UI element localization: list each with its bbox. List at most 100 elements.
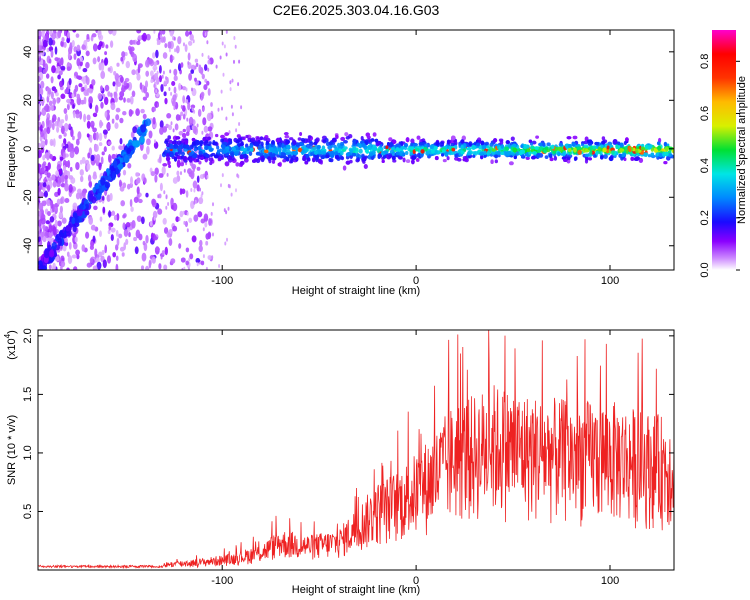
noise-speck: [86, 133, 90, 138]
noise-speck: [49, 153, 53, 160]
noise-speck: [42, 39, 48, 48]
noise-speck: [83, 113, 87, 123]
band-speck: [630, 156, 635, 161]
band-speck: [259, 136, 264, 141]
noise-speck: [207, 126, 213, 132]
noise-speck: [178, 130, 184, 136]
band-speck: [634, 157, 639, 161]
band-speck: [584, 153, 590, 158]
noise-speck: [64, 182, 69, 192]
band-speck: [542, 142, 546, 147]
noise-speck: [172, 202, 178, 212]
band-speck: [173, 156, 178, 162]
noise-speck: [180, 104, 183, 109]
ramp-speck: [111, 172, 117, 179]
noise-speck: [92, 57, 97, 65]
x-tick-label: 100: [601, 575, 619, 587]
noise-speck: [169, 54, 174, 63]
noise-speck: [42, 224, 46, 231]
noise-speck: [167, 41, 172, 49]
noise-speck: [51, 65, 56, 74]
noise-speck: [178, 217, 181, 222]
band-speck: [504, 146, 509, 150]
noise-speck: [153, 68, 156, 73]
noise-speck: [46, 199, 51, 207]
band-speck: [538, 142, 543, 147]
band-speck: [208, 157, 214, 162]
ramp-speck: [115, 168, 120, 175]
band-speck: [285, 151, 290, 156]
noise-speck: [75, 33, 80, 38]
band-speck: [263, 149, 269, 154]
noise-speck: [238, 122, 241, 126]
noise-speck: [157, 32, 161, 41]
band-speck: [600, 144, 604, 149]
noise-speck: [45, 117, 50, 126]
band-speck: [277, 147, 282, 153]
band-speck: [168, 139, 173, 144]
noise-speck: [111, 210, 116, 216]
noise-speck: [189, 253, 194, 260]
noise-speck: [148, 130, 153, 139]
noise-speck: [97, 56, 101, 63]
noise-speck: [110, 227, 116, 233]
noise-speck: [99, 230, 102, 237]
band-speck: [275, 137, 281, 143]
noise-speck: [114, 96, 118, 103]
noise-speck: [173, 75, 178, 82]
band-speck: [628, 151, 633, 155]
band-speck: [592, 145, 596, 150]
noise-speck: [171, 100, 177, 107]
noise-speck: [186, 125, 191, 133]
band-speck: [260, 157, 265, 163]
band-speck: [312, 157, 316, 163]
band-speck: [321, 150, 327, 155]
noise-speck: [54, 219, 58, 228]
noise-speck: [202, 117, 207, 126]
noise-speck: [167, 202, 170, 206]
band-speck: [479, 151, 484, 156]
band-speck: [392, 159, 397, 163]
noise-speck: [196, 166, 201, 171]
noise-speck: [183, 168, 186, 173]
noise-speck: [99, 121, 104, 127]
band-speck: [595, 150, 599, 156]
noise-speck: [187, 168, 192, 175]
noise-speck: [187, 52, 191, 61]
noise-speck: [54, 46, 58, 55]
band-speck: [577, 149, 582, 155]
band-speck: [496, 150, 501, 156]
band-speck: [207, 136, 211, 141]
band-speck: [435, 141, 440, 146]
noise-speck: [46, 95, 50, 103]
noise-speck: [81, 244, 86, 252]
noise-speck: [111, 30, 117, 36]
colorbar-scale: [712, 30, 736, 270]
band-speck: [643, 152, 649, 157]
noise-speck: [190, 188, 193, 192]
noise-speck: [229, 80, 232, 85]
band-speck: [594, 141, 600, 146]
ramp-speck: [78, 203, 84, 210]
ramp-speck: [49, 249, 55, 258]
noise-speck: [50, 76, 54, 84]
ramp-speck: [72, 212, 78, 219]
noise-speck: [145, 91, 150, 99]
noise-speck: [129, 39, 134, 45]
band-speck: [235, 162, 240, 167]
noise-speck: [90, 224, 96, 231]
band-speck: [398, 156, 403, 160]
noise-speck: [108, 225, 112, 231]
noise-speck: [122, 222, 126, 230]
band-speck: [411, 155, 417, 160]
noise-speck: [152, 65, 158, 71]
noise-speck: [40, 80, 45, 89]
band-speck: [544, 146, 549, 151]
noise-speck: [183, 220, 186, 225]
snr-x-label: Height of straight line (km): [292, 584, 420, 596]
noise-speck: [207, 67, 210, 72]
noise-speck: [157, 208, 163, 215]
noise-speck: [159, 182, 163, 192]
noise-speck: [52, 97, 57, 106]
noise-speck: [93, 205, 98, 211]
